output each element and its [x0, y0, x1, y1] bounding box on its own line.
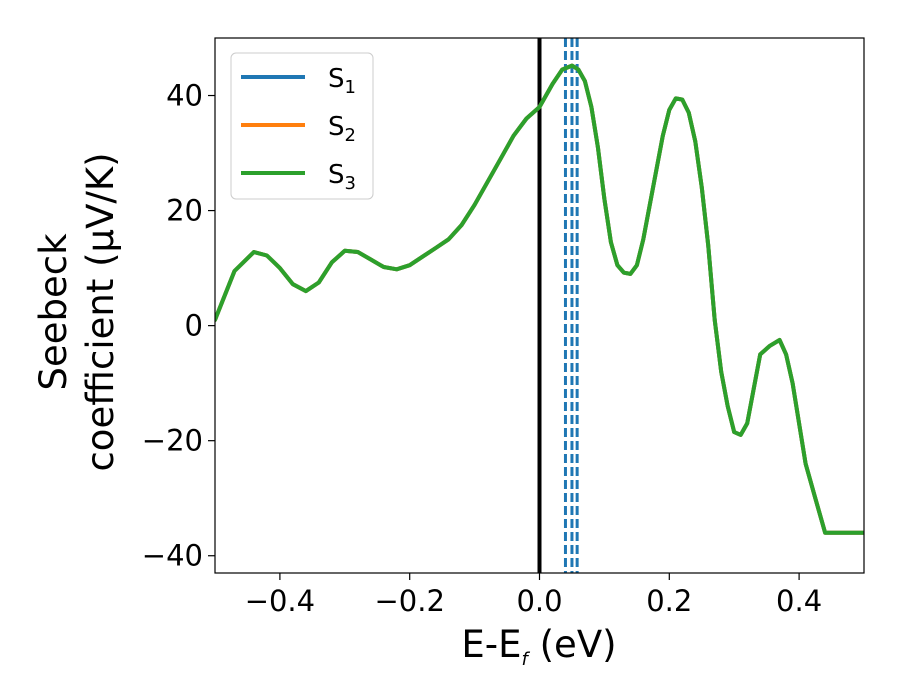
x-tick-label: 0.2: [646, 584, 692, 618]
y-tick-label: 40: [166, 79, 203, 113]
series-group: [215, 63, 864, 535]
y-axis: −40 −20 0 20 40: [142, 79, 215, 573]
series-line-3: [215, 63, 864, 535]
y-tick-label: 20: [166, 194, 203, 228]
vertical-lines-group: [537, 38, 579, 573]
y-axis-label-line2: coefficient (μV/K): [79, 152, 122, 471]
y-tick-label: −40: [142, 539, 203, 573]
x-tick-label: 0.0: [516, 584, 562, 618]
x-axis: −0.4 −0.2 0.0 0.2 0.4: [245, 573, 822, 618]
x-tick-label: 0.4: [776, 584, 822, 618]
x-tick-label: −0.4: [245, 584, 315, 618]
legend: S1 S2 S3: [230, 52, 374, 200]
y-tick-label: −20: [142, 424, 203, 458]
x-axis-label: E-Ef (eV): [461, 623, 616, 670]
legend-label-1: S1: [328, 64, 356, 98]
legend-label-3: S3: [328, 160, 356, 194]
x-tick-label: −0.2: [374, 584, 444, 618]
y-axis-label-line1: Seebeck: [32, 233, 75, 391]
y-tick-label: 0: [185, 309, 203, 343]
legend-label-2: S2: [328, 112, 356, 146]
